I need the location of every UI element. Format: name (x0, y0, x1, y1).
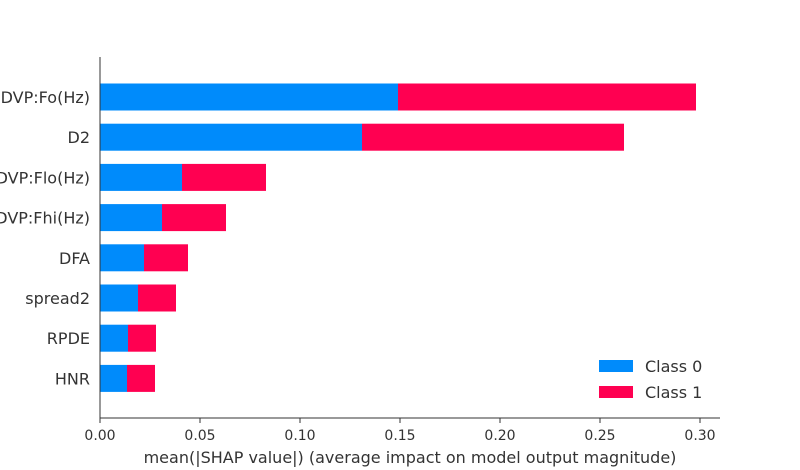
legend-swatch-class0 (599, 360, 633, 372)
x-tick-label: 0.30 (684, 428, 715, 444)
bar-class0-2 (100, 163, 182, 191)
legend-label-class0: Class 0 (645, 357, 702, 376)
bar-class0-6 (100, 324, 128, 352)
x-tick-label: 0.15 (384, 428, 415, 444)
bar-class1-3 (162, 204, 226, 232)
bar-class0-1 (100, 123, 362, 151)
y-tick-label: D2 (68, 128, 91, 147)
y-tick-label: RPDE (47, 329, 90, 348)
bar-class0-4 (100, 244, 144, 272)
y-tick-label: spread2 (25, 289, 90, 308)
bar-class1-7 (127, 364, 155, 392)
x-tick-label: 0.25 (584, 428, 615, 444)
bar-class1-2 (182, 163, 266, 191)
x-axis-label: mean(|SHAP value|) (average impact on mo… (144, 448, 677, 467)
bar-class1-1 (362, 123, 624, 151)
bar-class0-7 (100, 364, 127, 392)
bar-class0-3 (100, 204, 162, 232)
y-tick-label: MDVP:Fo(Hz) (0, 88, 90, 107)
x-tick-label: 0.20 (484, 428, 515, 444)
y-axis-labels: MDVP:Fo(Hz) D2 MDVP:Flo(Hz) MDVP:Fhi(Hz) DFA… (0, 88, 90, 388)
legend-swatch-class1 (599, 386, 633, 398)
bar-class0-5 (100, 284, 138, 312)
x-tick-label: 0.10 (284, 428, 315, 444)
bars-group (100, 83, 696, 392)
bar-class1-6 (128, 324, 156, 352)
legend: Class 0 Class 1 (599, 357, 702, 402)
y-tick-label: HNR (55, 369, 90, 388)
x-tick-label: 0.00 (84, 428, 115, 444)
legend-label-class1: Class 1 (645, 383, 702, 402)
y-tick-label: DFA (59, 249, 90, 268)
bar-class1-4 (144, 244, 188, 272)
y-tick-label: MDVP:Fhi(Hz) (0, 209, 90, 228)
y-tick-label: MDVP:Flo(Hz) (0, 168, 90, 187)
bar-class1-5 (138, 284, 176, 312)
bar-class1-0 (398, 83, 696, 111)
x-tick-label: 0.05 (184, 428, 215, 444)
x-axis-ticks: 0.00 0.05 0.10 0.15 0.20 0.25 0.30 (84, 418, 716, 444)
bar-class0-0 (100, 83, 398, 111)
